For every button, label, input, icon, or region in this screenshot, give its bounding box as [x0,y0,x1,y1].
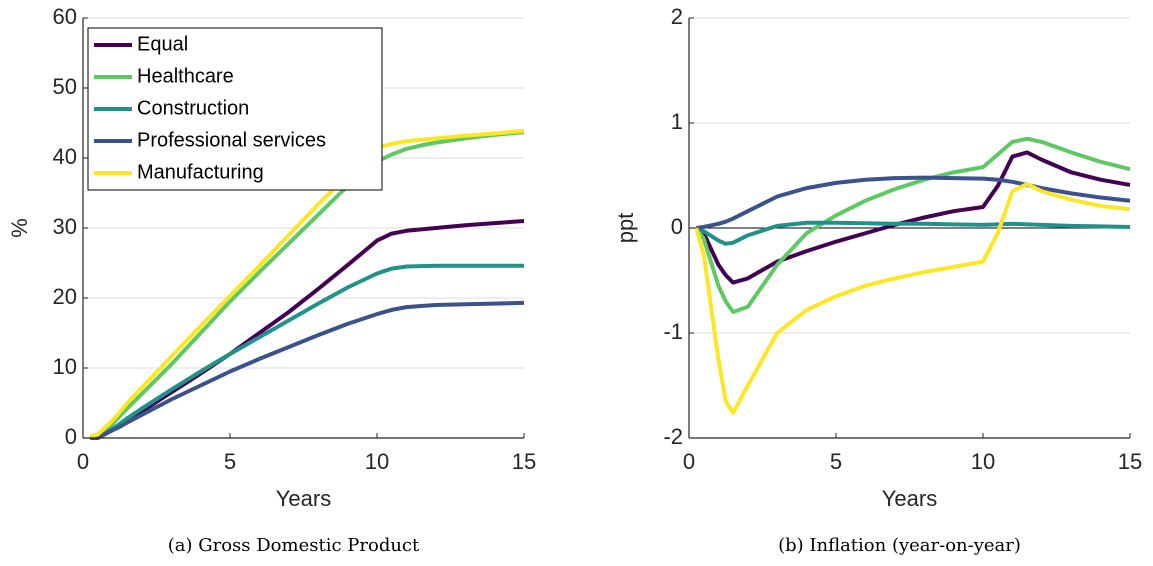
series-line [89,130,525,440]
y-tick-label: 50 [53,74,77,99]
y-tick-label: 10 [53,354,77,379]
series-line [90,219,525,440]
legend-label: Manufacturing [137,161,264,183]
y-tick-label: 1 [671,109,683,134]
series-line [89,128,525,439]
panel: -2 -1 0 1 2 0 5 10 15 Years ppt (b) Inflation (year… [613,4,1142,556]
panel: 0 10 20 30 40 50 60 0 5 10 15 Years% (a) Gross Domes… [7,4,536,556]
y-tick-label: 20 [53,284,77,309]
series-line [695,220,1131,246]
legend-label: Professional services [137,129,326,151]
legend-label: Construction [137,97,249,119]
y-tick-label: -1 [663,319,683,344]
y-tick-label: 0 [65,424,77,449]
legend: Equal Healthcare Construction Professional … [87,27,383,191]
legend-box [87,27,383,191]
x-tick-label: 5 [830,449,842,474]
x-axis-label: Years [276,486,331,511]
series-line [695,150,1131,285]
y-tick-label: 2 [671,4,683,29]
x-tick-label: 10 [365,449,389,474]
caption: (b) Inflation (year-on-year) [778,535,1021,556]
y-axis-label: % [7,218,32,238]
x-tick-label: 5 [224,449,236,474]
series-line [694,181,1131,415]
y-axis-label: ppt [613,213,638,244]
x-tick-label: 15 [512,449,536,474]
x-tick-label: 0 [77,449,89,474]
series-line [90,300,525,440]
series-line [90,263,524,440]
legend-label: Equal [137,33,188,55]
x-tick-label: 15 [1118,449,1142,474]
series-line [694,136,1131,314]
x-tick-label: 0 [683,449,695,474]
legend-label: Healthcare [137,65,234,87]
y-tick-label: 60 [53,4,77,29]
x-tick-label: 10 [971,449,995,474]
x-axis-label: Years [882,486,937,511]
y-tick-label: 40 [53,144,77,169]
y-tick-label: -2 [663,424,683,449]
caption: (a) Gross Domestic Product [168,535,420,556]
y-tick-label: 0 [671,214,683,239]
y-tick-label: 30 [53,214,77,239]
